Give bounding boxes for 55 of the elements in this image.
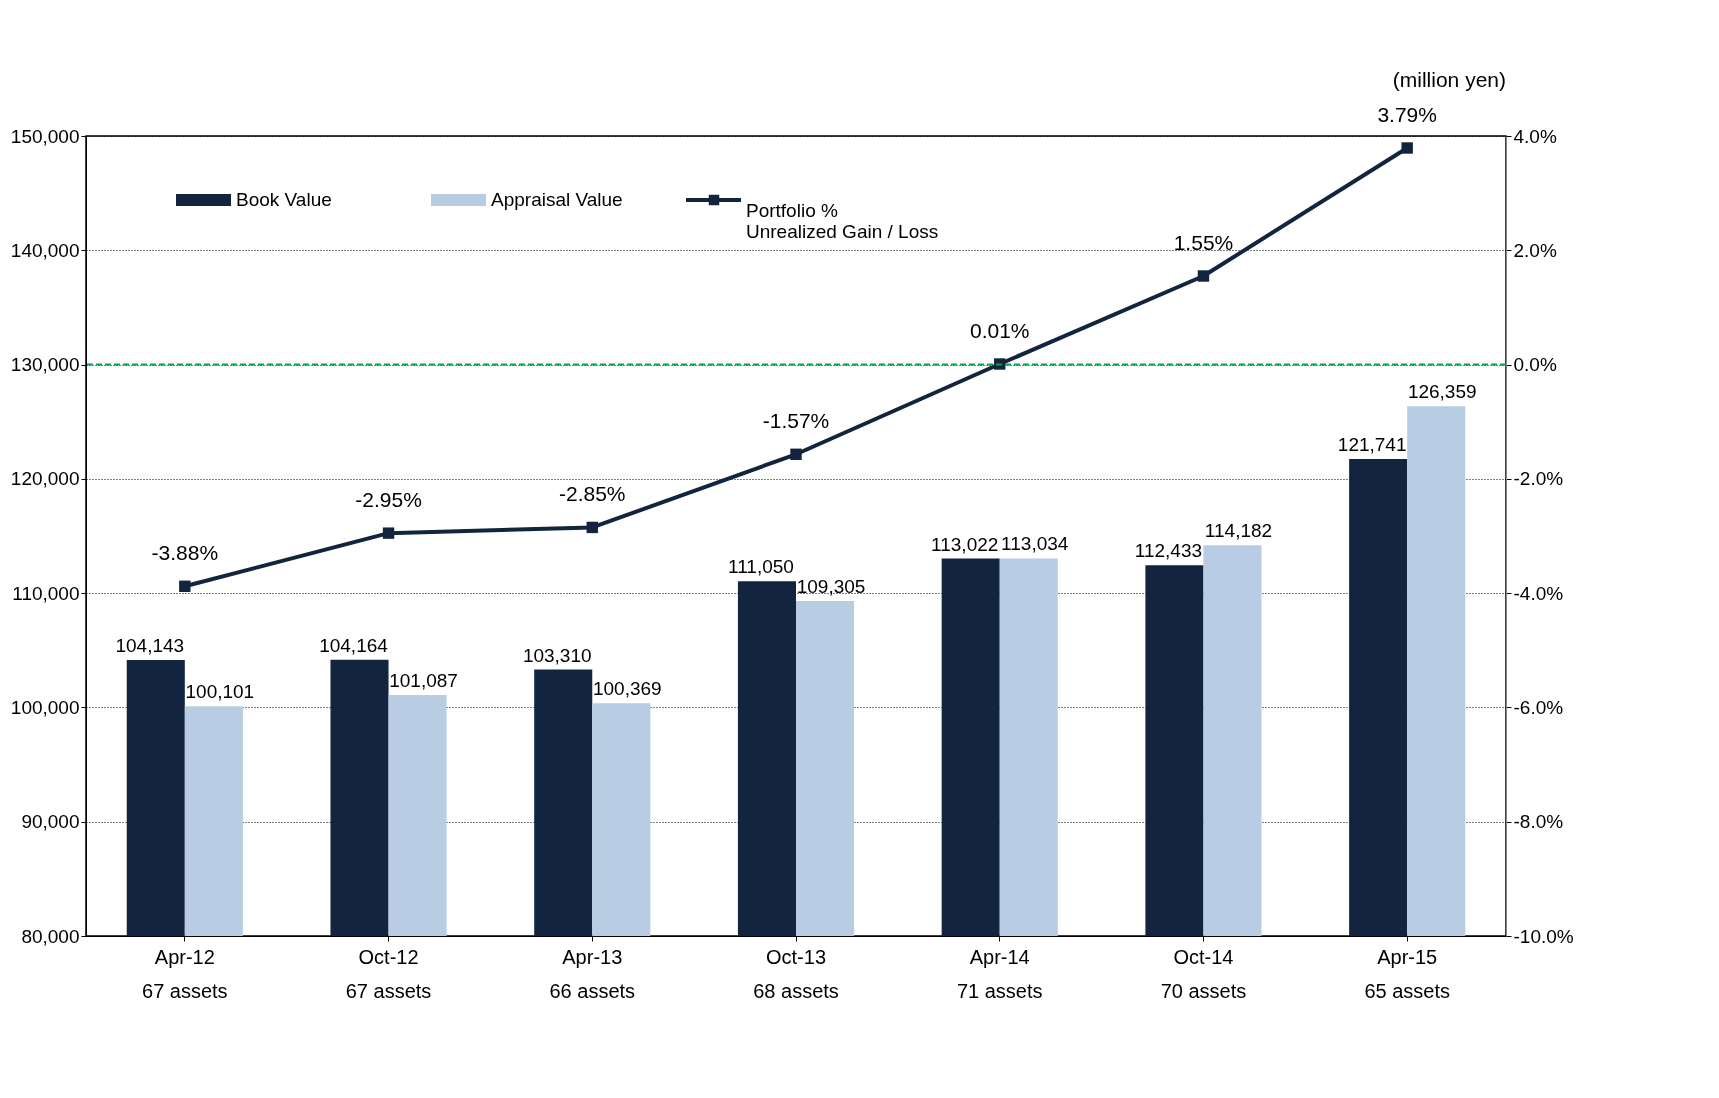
- data-label: 121,741: [1337, 433, 1407, 455]
- point: [179, 580, 191, 592]
- data-label: 0.01%: [969, 319, 1030, 342]
- point: [382, 527, 395, 539]
- point: [1197, 270, 1210, 282]
- y-tick-label: 90,000: [21, 811, 80, 833]
- x-tick-label: Apr-12 67 assets: [142, 945, 228, 1002]
- legend-label: Appraisal Value: [491, 189, 623, 210]
- legend-label: Portfolio % Unrealized Gain / Loss: [746, 200, 939, 242]
- point: [1401, 142, 1413, 154]
- y-tick-label: 140,000: [10, 239, 80, 261]
- data-label: 101,087: [389, 670, 458, 692]
- legend-label: Book Value: [236, 189, 332, 210]
- y2-tick-label: -6.0%: [1513, 696, 1564, 718]
- x-tick-label: Oct-13 68 assets: [753, 945, 839, 1002]
- text: (million yen): [1392, 68, 1506, 91]
- y2-tick-label: -2.0%: [1513, 468, 1564, 490]
- y-tick-label: 130,000: [10, 354, 80, 376]
- data-label: 104,143: [115, 635, 185, 657]
- data-label: 109,305: [796, 576, 866, 598]
- data-label: 3.79%: [1377, 103, 1437, 126]
- y-tick-label: 80,000: [21, 925, 80, 947]
- x-tick-label: Apr-14 71 assets: [956, 945, 1043, 1002]
- data-label: 113,034: [1001, 533, 1069, 555]
- point: [586, 521, 598, 534]
- data-label: 113,022: [931, 533, 999, 555]
- y2-tick-label: 4.0%: [1513, 125, 1557, 147]
- y2-tick-label: -8.0%: [1513, 811, 1564, 833]
- x-tick-label: Oct-14 70 assets: [1160, 945, 1247, 1002]
- data-label: 114,182: [1204, 520, 1273, 542]
- data-label: 103,310: [522, 644, 592, 666]
- data-label: 111,050: [728, 556, 794, 578]
- y2-tick-label: 2.0%: [1513, 239, 1557, 261]
- x-tick-label: Apr-15 65 assets: [1364, 945, 1450, 1002]
- y2-tick-label: -4.0%: [1513, 582, 1564, 604]
- point: [790, 448, 802, 460]
- x-tick-label: Apr-13 66 assets: [549, 945, 636, 1002]
- y-tick-label: 110,000: [12, 582, 80, 604]
- data-label: -2.95%: [355, 488, 422, 512]
- y-tick-label: 150,000: [10, 125, 80, 147]
- y2-tick-label: 0.0%: [1513, 354, 1557, 376]
- data-label: -2.85%: [559, 482, 626, 506]
- data-label: 100,101: [185, 681, 255, 703]
- data-label: 126,359: [1407, 381, 1477, 403]
- y-tick-label: 120,000: [10, 468, 80, 490]
- data-label: -1.57%: [762, 409, 830, 433]
- y2-tick-label: -10.0%: [1513, 925, 1574, 947]
- data-label: 112,433: [1134, 540, 1203, 562]
- data-label: 1.55%: [1173, 231, 1234, 254]
- point: [994, 358, 1006, 370]
- y-tick-label: 100,000: [10, 696, 80, 718]
- data-label: 104,164: [319, 634, 389, 656]
- data-label: 100,369: [592, 678, 662, 700]
- x-tick-label: Oct-12 67 assets: [345, 945, 432, 1002]
- data-label: -3.88%: [151, 541, 219, 565]
